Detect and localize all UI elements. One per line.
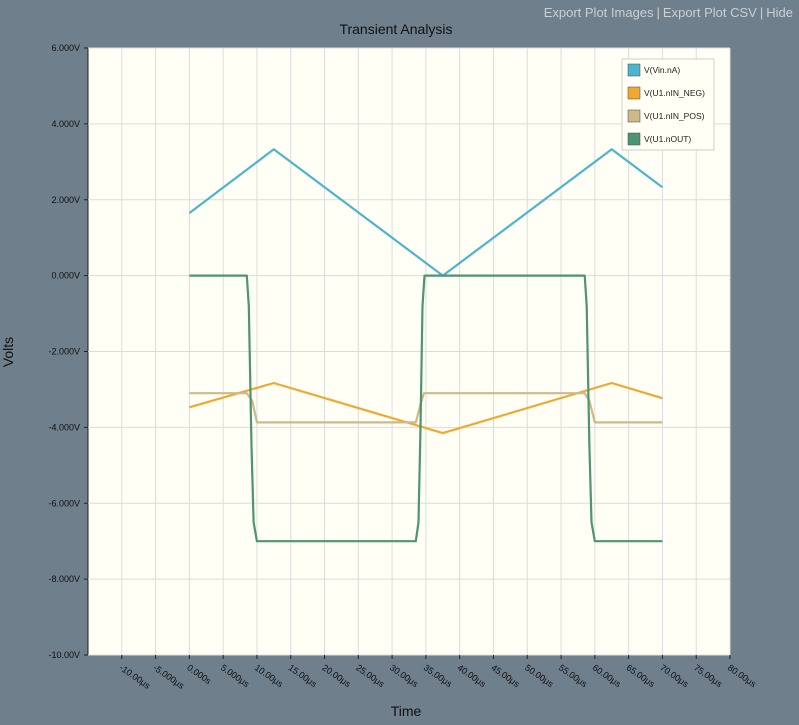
legend[interactable]: V(Vin.nA) V(U1.nIN_NEG) V(U1.nIN_POS) V(U1.… bbox=[621, 58, 715, 151]
y-tick-label: -10.00V bbox=[48, 650, 80, 660]
hide-plot-link[interactable]: Hide bbox=[766, 5, 793, 20]
x-tick-label: 30.00μs bbox=[388, 662, 421, 689]
legend-label[interactable]: V(U1.nIN_POS) bbox=[644, 111, 705, 121]
x-tick-label: 15.00μs bbox=[287, 662, 320, 689]
y-tick-label: 6.000V bbox=[51, 43, 80, 53]
link-separator: | bbox=[656, 5, 660, 20]
x-tick-label: 35.00μs bbox=[422, 662, 455, 689]
x-tick-label: 70.00μs bbox=[658, 662, 691, 689]
y-axis-label: Volts bbox=[0, 337, 16, 367]
x-tick-label: -10.00μs bbox=[118, 662, 153, 691]
series-lines bbox=[188, 148, 664, 543]
x-axis-label: Time bbox=[391, 703, 422, 719]
x-tick-label: 40.00μs bbox=[456, 662, 489, 689]
legend-swatch[interactable] bbox=[627, 86, 641, 100]
legend-swatch[interactable] bbox=[627, 63, 641, 77]
y-tick-label: 4.000V bbox=[51, 119, 80, 129]
y-tick-label: -6.000V bbox=[48, 498, 80, 508]
y-tick-label: 2.000V bbox=[51, 195, 80, 205]
gridlines bbox=[88, 47, 731, 656]
x-tick-label: 45.00μs bbox=[489, 662, 522, 689]
legend-label[interactable]: V(U1.nOUT) bbox=[644, 134, 691, 144]
export-plot-csv-link[interactable]: Export Plot CSV bbox=[662, 5, 757, 20]
link-separator: | bbox=[759, 5, 764, 20]
y-tick-label: -2.000V bbox=[48, 347, 80, 357]
plot-toolbar: Export Plot Images | Export Plot CSV | Hide bbox=[544, 5, 793, 20]
x-tick-label: 20.00μs bbox=[320, 662, 353, 689]
x-tick-label: 75.00μs bbox=[692, 662, 725, 689]
x-tick-label: 25.00μs bbox=[354, 662, 387, 689]
series-line-v-u1-nout bbox=[189, 274, 663, 543]
legend-label[interactable]: V(U1.nIN_NEG) bbox=[644, 88, 705, 98]
series-line-v-u1-nin-neg bbox=[189, 381, 663, 435]
y-tick-label: 0.000V bbox=[51, 271, 80, 281]
legend-label[interactable]: V(Vin.nA) bbox=[644, 65, 680, 75]
x-tick-label: 65.00μs bbox=[624, 662, 657, 689]
chart-title: Transient Analysis bbox=[339, 21, 452, 37]
x-tick-label: -5.000μs bbox=[151, 662, 186, 691]
x-tick-label: 5.000μs bbox=[219, 662, 252, 689]
y-tick-label: -8.000V bbox=[48, 574, 80, 584]
legend-swatch[interactable] bbox=[627, 109, 641, 123]
export-plot-images-link[interactable]: Export Plot Images bbox=[543, 5, 654, 20]
x-tick-label: 0.000s bbox=[185, 662, 213, 686]
x-tick-label: 55.00μs bbox=[557, 662, 590, 689]
y-tick-label: -4.000V bbox=[48, 422, 80, 432]
legend-swatch[interactable] bbox=[627, 132, 641, 146]
x-tick-label: 80.00μs bbox=[726, 662, 759, 689]
y-axis-ticks: 6.000V 4.000V 2.000V 0.000V -2.000V -4.000V -6… bbox=[48, 43, 88, 660]
x-tick-label: 10.00μs bbox=[253, 662, 286, 689]
x-axis-ticks: -10.00μs -5.000μs 0.000s 5.000μs 10.00μs 15.0… bbox=[118, 655, 759, 691]
x-tick-label: 50.00μs bbox=[523, 662, 556, 689]
x-tick-label: 60.00μs bbox=[591, 662, 624, 689]
